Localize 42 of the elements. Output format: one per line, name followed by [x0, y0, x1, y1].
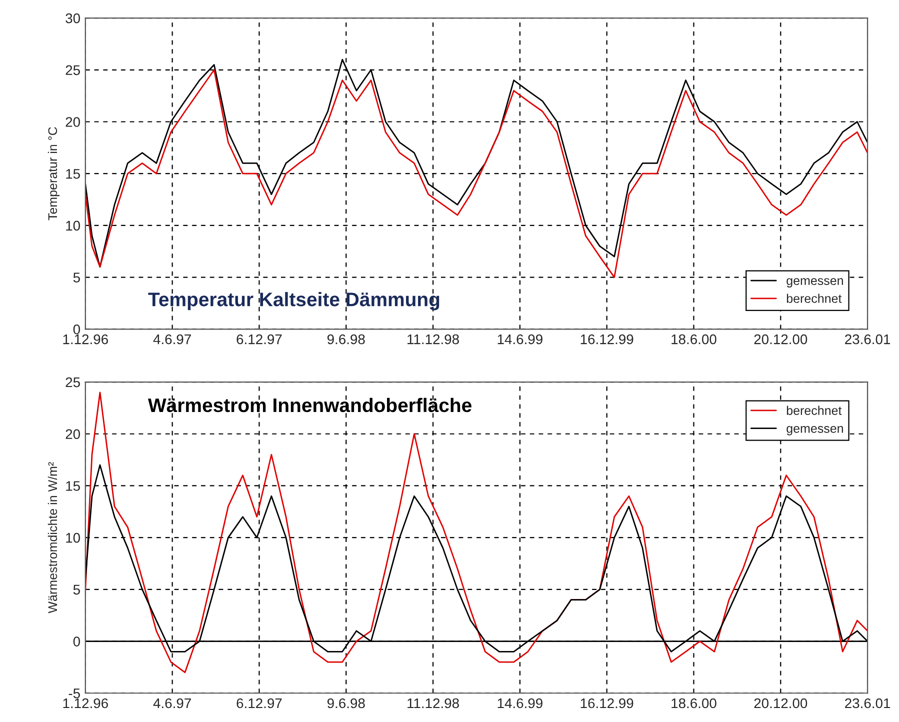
x-tick-label: 9.6.98	[327, 698, 365, 708]
x-tick-label: 6.12.97	[236, 334, 282, 344]
y-axis-title: Temperatur in °C	[48, 127, 60, 220]
x-tick-label: 4.6.97	[153, 698, 191, 708]
x-tick-label: 1.12.96	[63, 698, 108, 708]
legend-label: berechnet	[786, 406, 842, 415]
y-tick-label: 10	[66, 532, 80, 543]
text: Wärmestrom Innenwandoberfläche	[148, 398, 472, 412]
x-tick-label: 18.6.00	[672, 334, 716, 344]
y-tick-label: 15	[66, 481, 80, 491]
y-tick-label: 5	[73, 584, 80, 595]
x-tick-label: 1.12.96	[63, 334, 108, 344]
legend-label: berechnet	[786, 294, 842, 303]
x-tick-label: 20.12.00	[754, 698, 808, 708]
x-tick-label: 11.12.98	[408, 334, 459, 344]
x-tick-label: 11.12.98	[408, 698, 459, 708]
y-tick-label: 10	[66, 220, 80, 231]
x-tick-label: 23.6.01	[845, 334, 890, 344]
x-tick-label: 18.6.00	[672, 698, 716, 708]
x-tick-label: 9.6.98	[327, 334, 365, 344]
x-tick-label: 23.6.01	[845, 698, 890, 708]
legend-label: gemessen	[786, 426, 843, 436]
y-axis-title: Wärmestromdichte in W/m²	[48, 462, 58, 614]
x-tick-label: 4.6.97	[153, 334, 191, 344]
x-tick-label: 14.6.99	[498, 698, 542, 708]
x-tick-label: 16.12.99	[580, 698, 634, 708]
x-tick-label: 20.12.00	[754, 334, 808, 344]
text: Temperatur Kaltseite Dämmung	[148, 292, 440, 310]
y-tick-label: 0	[73, 636, 80, 646]
y-tick-label: 5	[73, 272, 80, 282]
legend-label: gemessen	[786, 278, 843, 288]
x-tick-label: 6.12.97	[236, 698, 282, 708]
y-tick-label: 0	[73, 324, 80, 334]
x-tick-label: 14.6.99	[498, 334, 542, 344]
y-tick-label: 25	[66, 377, 80, 388]
y-tick-label: 20	[66, 117, 80, 127]
y-tick-label: 25	[66, 65, 80, 76]
y-tick-label: -5	[68, 688, 80, 698]
y-tick-label: 30	[66, 13, 80, 24]
y-tick-label: 15	[66, 169, 80, 179]
x-tick-label: 16.12.99	[580, 334, 634, 344]
y-tick-label: 20	[66, 429, 80, 440]
